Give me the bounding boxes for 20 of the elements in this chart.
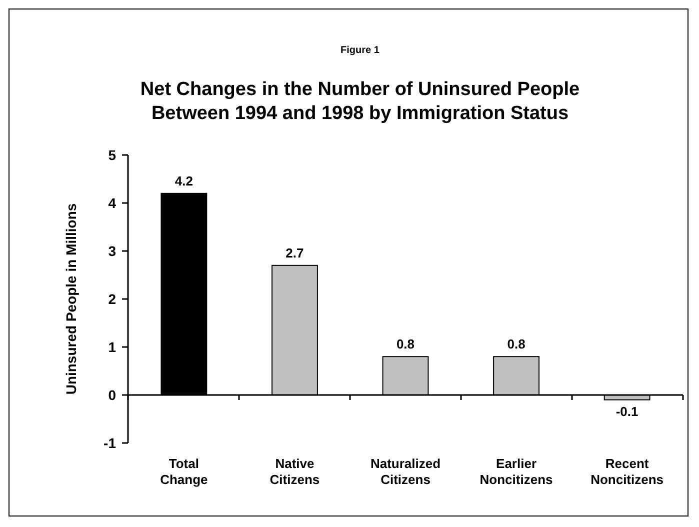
y-tick-label: 4 xyxy=(108,195,116,211)
x-tick-label: Total Change xyxy=(160,456,208,487)
x-tick-label: Earlier Noncitizens xyxy=(480,456,553,487)
data-label: 0.8 xyxy=(507,336,526,352)
x-tick-label: Naturalized Citizens xyxy=(370,456,441,487)
y-axis-title: Uninsured People in Millions xyxy=(63,203,79,395)
y-tick-label: -1 xyxy=(104,435,116,451)
x-tick-label: Native Citizens xyxy=(270,456,320,487)
data-label: 4.2 xyxy=(174,173,193,188)
chart-title: Net Changes in the Number of Uninsured People Between 1994 and 1998 by Immigration Status xyxy=(140,79,580,124)
data-label: 0.8 xyxy=(396,336,415,352)
y-tick-label: 5 xyxy=(108,147,116,163)
y-tick-label: 0 xyxy=(108,387,116,403)
data-label: -0.1 xyxy=(616,404,638,419)
data-label: 2.7 xyxy=(286,245,304,260)
x-tick-label: Recent Noncitizens xyxy=(590,456,664,487)
y-tick-label: 2 xyxy=(108,291,116,307)
y-tick-label: 1 xyxy=(108,339,116,355)
chart-subtitle: Figure 1 xyxy=(340,45,380,56)
y-tick-label: 3 xyxy=(108,243,116,259)
